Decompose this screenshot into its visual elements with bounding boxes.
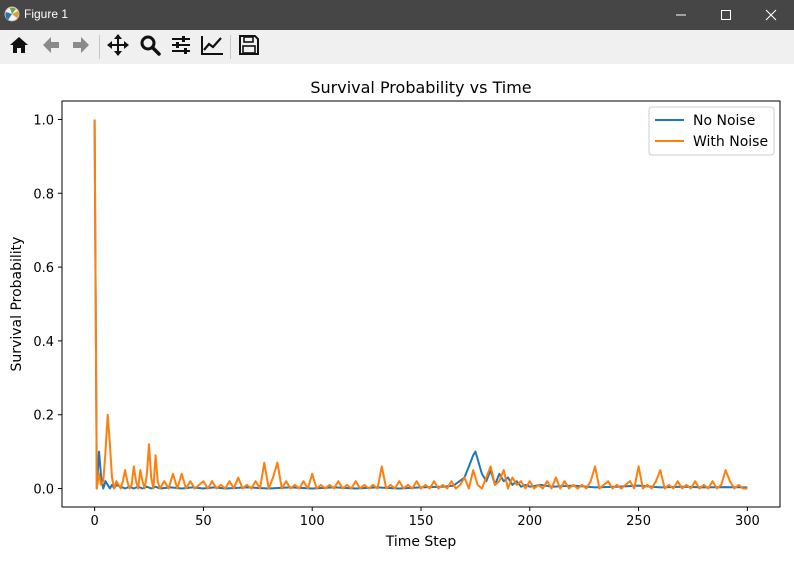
zoom-button[interactable] (136, 33, 164, 61)
series-line-with-noise (93, 119, 748, 490)
home-button[interactable] (5, 33, 33, 61)
toolbar-separator (99, 35, 100, 59)
legend: No Noise With Noise (648, 106, 775, 156)
toolbar-separator (230, 35, 231, 59)
edit-axis-button[interactable] (198, 33, 226, 61)
y-tick-label: 0.8 (33, 187, 54, 202)
legend-label-no-noise: No Noise (693, 113, 755, 129)
axes: 0 50 100 150 200 250 300 0.0 0.2 0.4 0.6 0.8 1.0 (33, 113, 759, 529)
zoom-icon (139, 34, 161, 60)
x-tick-label: 250 (626, 514, 651, 529)
y-tick-label: 0.2 (33, 409, 54, 424)
x-tick-label: 300 (735, 514, 760, 529)
axes-frame (61, 100, 781, 508)
back-button[interactable] (37, 33, 65, 61)
close-button[interactable] (748, 0, 794, 30)
configure-subplots-button[interactable] (167, 33, 195, 61)
chart-title: Survival Probability vs Time (310, 78, 531, 97)
x-axis-label: Time Step (385, 534, 457, 550)
pan-button[interactable] (104, 33, 132, 61)
minimize-icon (675, 9, 687, 21)
legend-label-with-noise: With Noise (693, 134, 768, 150)
navigation-toolbar (0, 30, 794, 65)
forward-arrow-icon (70, 34, 92, 60)
window-title: Figure 1 (24, 7, 69, 21)
plot-lines (93, 119, 748, 490)
home-icon (8, 34, 30, 60)
maximize-icon (720, 9, 732, 21)
x-tick-label: 0 (90, 514, 98, 529)
line-chart: Survival Probability vs Time 0 50 100 150 20… (0, 64, 794, 563)
pan-icon (106, 33, 130, 61)
minimize-button[interactable] (658, 0, 704, 30)
x-tick-label: 200 (517, 514, 542, 529)
y-axis-label: Survival Probability (9, 237, 25, 372)
title-bar: Figure 1 (0, 0, 794, 30)
x-tick-label: 50 (195, 514, 212, 529)
configure-subplots-icon (170, 34, 192, 60)
y-tick-label: 0.0 (33, 483, 54, 498)
close-icon (765, 9, 777, 21)
y-tick-label: 1.0 (33, 113, 54, 128)
y-tick-label: 0.6 (33, 261, 54, 276)
matplotlib-app-icon (4, 6, 20, 22)
save-icon (238, 34, 260, 60)
back-arrow-icon (40, 34, 62, 60)
save-button[interactable] (235, 33, 263, 61)
x-tick-label: 100 (300, 514, 325, 529)
maximize-button[interactable] (703, 0, 749, 30)
figure-canvas[interactable]: Survival Probability vs Time 0 50 100 150 20… (0, 64, 794, 563)
edit-axis-icon (200, 34, 224, 60)
y-tick-label: 0.4 (33, 335, 54, 350)
x-tick-label: 150 (409, 514, 434, 529)
forward-button[interactable] (67, 33, 95, 61)
